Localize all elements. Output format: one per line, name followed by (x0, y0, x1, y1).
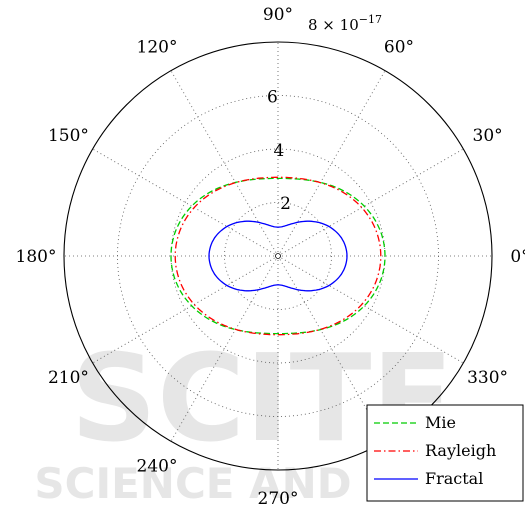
grid-spoke-150 (92, 148, 279, 257)
angle-tick-label: 120° (137, 37, 178, 57)
series-rayleigh (174, 176, 382, 336)
angle-tick-label: 90° (263, 5, 293, 25)
angle-tick-label: 150° (48, 126, 89, 146)
scale-label-exponent: −17 (359, 13, 382, 26)
angle-tick-label: 210° (48, 368, 89, 388)
grid-ring-2 (224, 202, 332, 310)
grid-spoke-30 (277, 148, 464, 257)
series-mie (170, 177, 386, 335)
scale-label: 8 × 10−17 (308, 13, 382, 34)
radial-tick-label: 2 (280, 194, 291, 214)
angle-tick-label: 0° (510, 247, 525, 267)
outer-circle (63, 41, 493, 471)
angle-tick-label: 240° (137, 457, 178, 477)
legend: Mie Rayleigh Fractal (366, 404, 524, 502)
series-fractal (208, 220, 348, 292)
angle-tick-label: 330° (467, 368, 508, 388)
legend-box (366, 404, 524, 502)
series-group (170, 176, 386, 336)
angle-tick-label: 270° (258, 489, 299, 506)
center-marker (275, 253, 281, 259)
radial-tick-label: 6 (267, 88, 278, 108)
legend-label-mie: Mie (425, 413, 456, 432)
legend-label-fractal: Fractal (425, 469, 483, 488)
legend-label-rayleigh: Rayleigh (425, 441, 496, 460)
angle-tick-label: 60° (384, 37, 414, 57)
radial-tick-label: 4 (274, 141, 285, 161)
angle-tick-label: 180° (16, 247, 57, 267)
scale-label-base: 8 × 10 (308, 16, 359, 34)
angle-tick-label: 30° (473, 126, 503, 146)
radial-tick-labels: 2 4 6 (267, 88, 291, 214)
